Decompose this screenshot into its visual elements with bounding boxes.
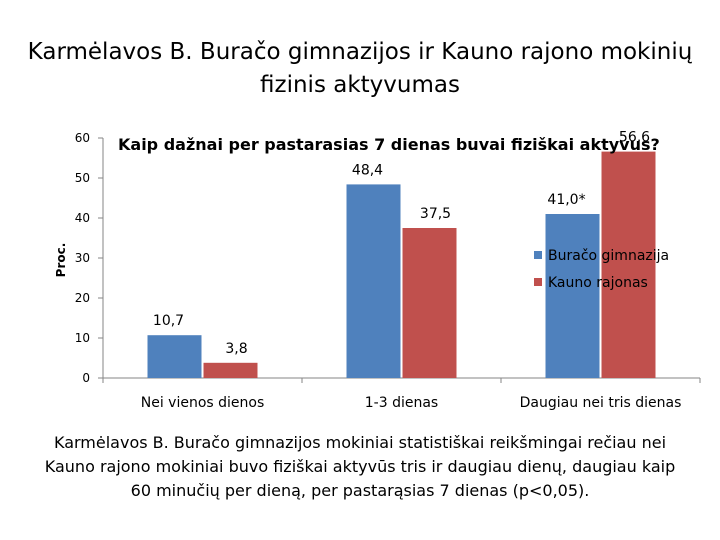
bar-chart: 0 10 20 30 40 50 60 10,7 3,8 48,4 37,5 41,0* 56,6 N…: [54, 130, 701, 411]
legend-label: Kauno rajonas: [548, 275, 648, 291]
bar-buraco: [147, 335, 202, 378]
bar-buraco: [545, 214, 600, 378]
bar-kauno: [203, 362, 258, 378]
legend: Buračo gimnazija Kauno rajonas: [534, 248, 669, 291]
bar-kauno: [402, 228, 457, 378]
y-tick-label: 60: [75, 131, 90, 145]
legend-swatch: [534, 278, 542, 286]
data-label: 41,0*: [547, 192, 585, 208]
y-tick-label: 0: [82, 371, 90, 385]
bars-group: [147, 151, 656, 378]
data-label: 37,5: [420, 206, 451, 222]
y-axis: 0 10 20 30 40 50 60: [75, 131, 104, 385]
data-label: 56,6: [619, 130, 650, 146]
x-tick-labels: Nei vienos dienos 1-3 dienas Daugiau nei t…: [141, 395, 682, 411]
x-tick-label: 1-3 dienas: [365, 395, 438, 411]
y-tick-label: 20: [75, 291, 90, 305]
chart-question: Kaip dažnai per pastarasias 7 dienas buv…: [118, 135, 660, 154]
data-label: 48,4: [352, 162, 383, 178]
legend-swatch: [534, 251, 542, 259]
x-tick-label: Nei vienos dienos: [141, 395, 265, 411]
data-labels-group: 10,7 3,8 48,4 37,5 41,0* 56,6: [153, 130, 650, 357]
x-axis: [102, 377, 701, 383]
bar-buraco: [346, 184, 401, 378]
chart-title-heading: Karmėlavos B. Buračo gimnazijos ir Kauno…: [27, 39, 693, 98]
y-axis-label: Proc.: [54, 243, 68, 278]
y-tick-label: 30: [75, 251, 90, 265]
y-tick-label: 10: [75, 331, 90, 345]
data-label: 10,7: [153, 313, 184, 329]
data-label: 3,8: [225, 341, 247, 357]
conclusion-text: Karmėlavos B. Buračo gimnazijos mokiniai…: [44, 433, 676, 500]
x-tick-label: Daugiau nei tris dienas: [520, 395, 682, 411]
legend-label: Buračo gimnazija: [548, 248, 669, 264]
y-tick-label: 40: [75, 211, 90, 225]
y-tick-label: 50: [75, 171, 90, 185]
bar-kauno: [601, 151, 656, 378]
